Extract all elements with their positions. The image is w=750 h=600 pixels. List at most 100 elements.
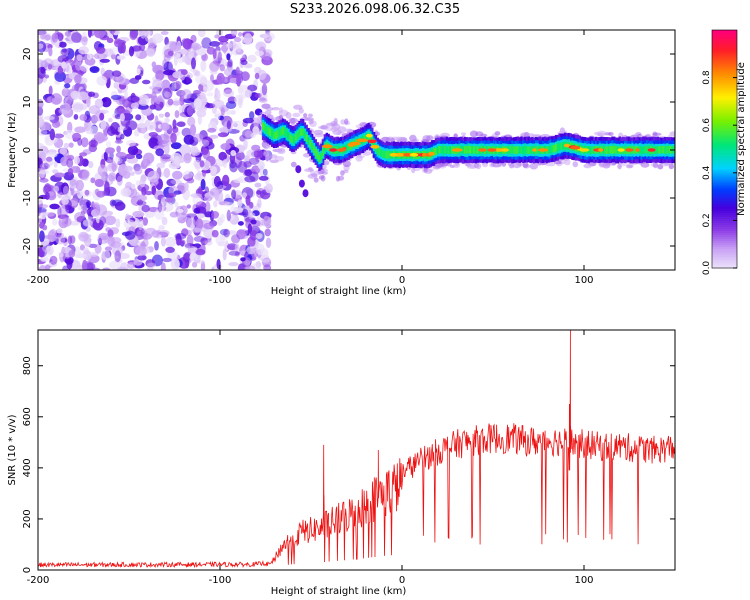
colorbar-cell [712, 154, 737, 158]
noise-blob [254, 93, 262, 98]
noise-blob [219, 228, 229, 236]
noise-blob [141, 186, 147, 196]
noise-blob [116, 108, 126, 115]
colorbar-cell [712, 51, 737, 55]
snr-frame [37, 329, 676, 571]
ridge-segment [607, 146, 611, 154]
ridge-segment [471, 146, 474, 154]
noise-blob [167, 50, 174, 56]
noise-blob [45, 212, 55, 217]
colorbar-cell [712, 91, 737, 95]
noise-blob [102, 267, 111, 270]
halo-blob [307, 173, 318, 179]
ridge-segment [656, 146, 660, 154]
noise-blob [129, 30, 138, 41]
noise-blob [38, 128, 48, 136]
ridge-band [261, 114, 675, 171]
noise-blob [173, 190, 182, 195]
noise-blob [79, 65, 85, 71]
ridge-segment [318, 154, 321, 163]
ridge-peak [389, 153, 398, 157]
noise-blob [125, 120, 138, 131]
noise-blob [255, 233, 263, 239]
ridge-segment [554, 143, 558, 152]
noise-blob [109, 260, 121, 270]
noise-blob [84, 57, 96, 66]
colorbar-cell [712, 113, 737, 116]
noise-blob [136, 68, 141, 75]
ridge-segment [309, 139, 312, 148]
ridge-segment [369, 134, 372, 142]
colorbar-cell [712, 158, 737, 162]
noise-blob [39, 212, 47, 220]
colorbar-cell [712, 117, 737, 120]
noise-blob [263, 32, 275, 42]
ridge-segment [604, 146, 607, 154]
noise-blob [134, 167, 143, 175]
noise-blob [174, 232, 187, 240]
colorbar-cell [712, 43, 737, 47]
noise-blob [74, 212, 86, 223]
noise-blob [158, 113, 164, 118]
ridge-segment [638, 146, 641, 154]
halo-blob [355, 154, 363, 162]
halo-blob [293, 104, 303, 110]
noise-blob [170, 132, 177, 144]
noise-blob [252, 126, 260, 135]
ridge-peak [356, 138, 368, 143]
noise-blob [124, 230, 136, 240]
noise-blob [160, 236, 166, 247]
noise-blob [212, 48, 217, 59]
halo-blob [469, 163, 479, 169]
ridge-segment [463, 146, 467, 154]
colorbar-cell [712, 145, 737, 148]
noise-blob [188, 47, 195, 59]
noise-blob [228, 250, 240, 256]
x-tick-label: 0 [399, 275, 405, 286]
noise-blob [139, 43, 146, 52]
ridge-segment [345, 143, 348, 152]
noise-blob [117, 89, 123, 94]
noise-blob [135, 245, 147, 257]
ridge-segment [380, 149, 383, 157]
noise-blob [88, 144, 98, 153]
ridge-peak [367, 139, 377, 144]
x-tick-label: -100 [209, 275, 232, 286]
noise-blob [66, 158, 74, 168]
noise-blob [44, 74, 50, 79]
ridge-segment [434, 147, 438, 155]
noise-blob [105, 156, 114, 164]
colorbar-cell [712, 101, 737, 104]
colorbar-cell [712, 174, 737, 178]
noise-blob [181, 127, 192, 137]
ridge-segment [513, 146, 516, 154]
noise-blob [82, 219, 93, 227]
ridge-segment [283, 128, 287, 136]
colorbar-cell [712, 105, 737, 108]
noise-blob [112, 245, 123, 256]
halo-blob [583, 163, 592, 169]
noise-blob [81, 36, 88, 43]
noise-blob [255, 41, 267, 52]
ridge-segment [291, 135, 294, 144]
noise-blob [209, 69, 218, 75]
ridge-segment [436, 146, 439, 154]
colorbar-cell [712, 172, 737, 176]
noise-blob [205, 201, 211, 213]
noise-blob [160, 31, 169, 35]
noise-blob [51, 32, 59, 43]
noise-blob [250, 219, 257, 225]
noise-blob [187, 116, 196, 127]
halo-blob [411, 167, 416, 174]
noise-blob [222, 248, 227, 261]
colorbar-cell [712, 220, 737, 223]
noise-blob [158, 133, 170, 145]
ridge-peak [478, 148, 487, 152]
ridge-segment [551, 144, 554, 153]
colorbar-cell [712, 258, 737, 261]
noise-blob [222, 174, 230, 187]
noise-blob [44, 34, 51, 41]
